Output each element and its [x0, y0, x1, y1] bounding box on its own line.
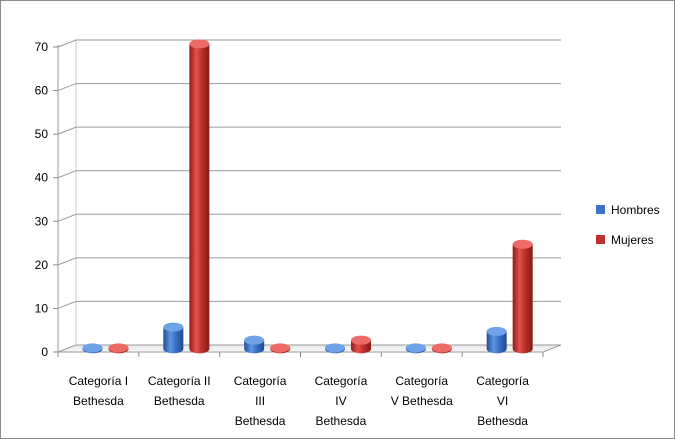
chart-floor [57, 344, 562, 353]
bar-top [486, 326, 507, 336]
bar-hombres-4 [405, 343, 426, 354]
gridline [57, 39, 561, 48]
legend-item-hombres: Hombres [596, 203, 660, 217]
legend-item-mujeres: Mujeres [596, 233, 654, 247]
bar-top [189, 39, 210, 49]
bar-top [512, 239, 533, 249]
bar-hombres-1 [163, 322, 184, 354]
bar-mujeres-3 [351, 335, 372, 354]
bar-hombres-0 [82, 343, 103, 354]
y-tick-label: 20 [35, 258, 49, 272]
y-tick-label: 60 [35, 84, 49, 98]
bar-mujeres-1 [189, 39, 210, 354]
gridline [57, 257, 561, 266]
legend-label: Hombres [611, 203, 660, 217]
bar-top [270, 343, 291, 353]
y-tick-label: 0 [41, 345, 48, 359]
bar-mujeres-5 [512, 239, 533, 354]
legend-swatch [596, 235, 605, 244]
x-category-label: Categoría II Bethesda [148, 374, 211, 408]
gridline [57, 126, 561, 135]
bar-hombres-5 [486, 326, 507, 354]
gridline [57, 213, 561, 222]
bar-hombres-3 [325, 343, 346, 354]
bar-top [351, 335, 372, 345]
legend-label: Mujeres [611, 233, 654, 247]
x-category-label: Categoría IV Bethesda [315, 374, 368, 428]
gridline [57, 170, 561, 179]
y-tick-label: 30 [35, 214, 49, 228]
bar-body [512, 244, 533, 354]
legend-swatch [596, 205, 605, 214]
bar-mujeres-4 [431, 343, 452, 354]
x-category-label: Categoría V Bethesda [391, 374, 453, 408]
y-tick-label: 70 [35, 40, 49, 54]
y-tick-label: 50 [35, 127, 49, 141]
bar-top [325, 343, 346, 353]
gridline [57, 83, 561, 92]
x-category-label: Categoría VI Bethesda [476, 374, 529, 428]
bar-top [244, 335, 265, 345]
bar-top [431, 343, 452, 353]
bar-top [163, 322, 184, 332]
bar-top [405, 343, 426, 353]
bar-hombres-2 [244, 335, 265, 354]
x-category-label: Categoría I Bethesda [69, 374, 128, 408]
bar-top [108, 343, 129, 353]
bar-mujeres-0 [108, 343, 129, 354]
y-tick-label: 40 [35, 171, 49, 185]
bar-mujeres-2 [270, 343, 291, 354]
bar-top [82, 343, 103, 353]
bar-body [189, 43, 210, 354]
y-tick-label: 10 [35, 301, 49, 315]
bar-body [163, 327, 184, 354]
gridline [57, 300, 561, 309]
bar-body [486, 331, 507, 354]
x-category-label: Categoría III Bethesda [234, 374, 287, 428]
